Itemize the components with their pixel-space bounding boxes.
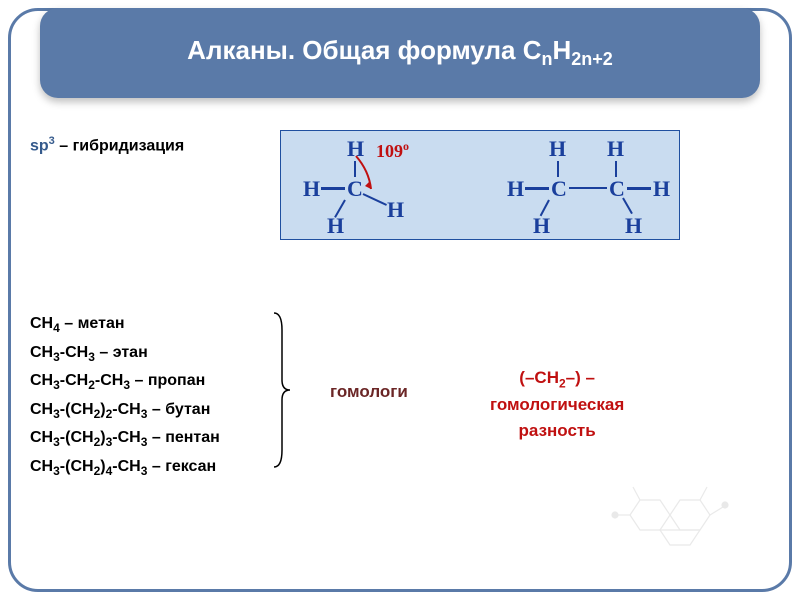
title-mid: H: [553, 35, 572, 65]
structures-box: C H H H H 109o C C H H H: [280, 130, 680, 240]
methane-H-right: H: [387, 197, 404, 223]
bracket-icon: [272, 310, 292, 470]
homolog-row: CH3-(CH2)4-CH3 – гексан: [30, 453, 220, 482]
homolog-row: CH3-CH3 – этан: [30, 339, 220, 368]
homolog-list: CH4 – метанCH3-CH3 – этанCH3-CH2-CH3 – п…: [30, 310, 220, 481]
title-prefix: Алканы. Общая формула C: [187, 35, 541, 65]
title-text: Алканы. Общая формула CnH2n+2: [187, 35, 613, 70]
ethane-H: H: [653, 176, 670, 202]
bond: [627, 189, 651, 190]
homolog-row: CH3-CH2-CH3 – пропан: [30, 367, 220, 396]
sp3-label: sp3 – гибридизация: [30, 135, 184, 155]
ethane-H: H: [625, 213, 642, 239]
content-area: sp3 – гибридизация C H H H H 109o: [30, 110, 770, 580]
ethane-H: H: [607, 136, 624, 162]
ethane-C1: C: [551, 176, 567, 202]
angle-label: 109o: [376, 139, 409, 162]
homolog-row: CH3-(CH2)3-CH3 – пентан: [30, 424, 220, 453]
ethane-H: H: [533, 213, 550, 239]
methane-H-left: H: [303, 176, 320, 202]
title-bar: Алканы. Общая формула CnH2n+2: [40, 8, 760, 98]
title-sub2: 2n+2: [571, 50, 613, 70]
homolog-row: CH3-(CH2)2-CH3 – бутан: [30, 396, 220, 425]
bond: [569, 187, 607, 189]
ethane-H: H: [549, 136, 566, 162]
homolog-row: CH4 – метан: [30, 310, 220, 339]
homologs-label: гомологи: [330, 382, 408, 402]
bond: [622, 198, 633, 215]
ethane-H: H: [507, 176, 524, 202]
bond: [525, 189, 549, 190]
bond: [557, 161, 559, 177]
title-sub1: n: [542, 50, 553, 70]
background-molecule-icon: [605, 465, 755, 565]
homological-difference: (–CH2–) – гомологическая разность: [490, 365, 624, 443]
bond: [615, 161, 617, 177]
